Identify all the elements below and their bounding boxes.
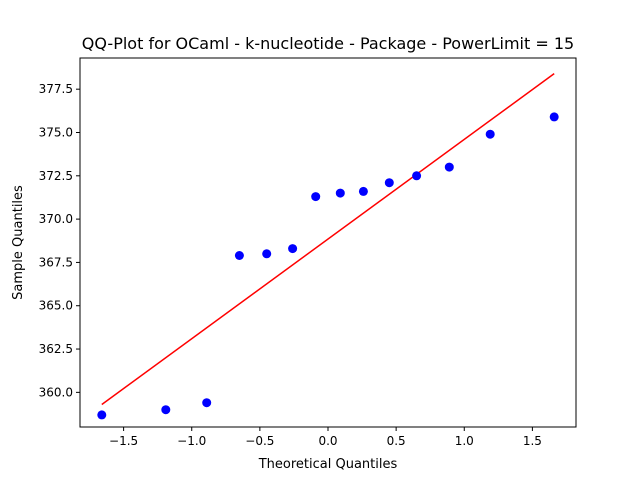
data-point: [384, 178, 394, 188]
y-tick-label: 375.0: [39, 125, 73, 139]
y-tick-label: 360.0: [39, 385, 73, 399]
x-tick-label: 0.0: [318, 434, 337, 448]
y-tick-label: 372.5: [39, 169, 73, 183]
y-axis-label: Sample Quantiles: [11, 185, 26, 300]
x-tick-label: 1.0: [455, 434, 474, 448]
fit-line: [101, 72, 555, 406]
data-point: [202, 398, 212, 408]
x-axis-label: Theoretical Quantiles: [258, 457, 398, 472]
x-axis: −1.5 −1.0 −0.5 0.0 0.5 1.0 1.5: [109, 427, 542, 448]
y-tick-label: 377.5: [39, 82, 73, 96]
data-point: [234, 251, 244, 260]
data-point: [161, 405, 171, 415]
plot-area: [97, 72, 559, 420]
chart-title: QQ-Plot for OCaml - k-nucleotide - Packa…: [82, 34, 574, 53]
y-tick-label: 370.0: [39, 212, 73, 226]
data-point: [262, 249, 272, 259]
y-axis: 360.0 362.5 365.0 367.5 370.0 372.5 375.0 377.5: [39, 82, 80, 399]
x-tick-label: −1.5: [109, 434, 138, 448]
x-tick-label: −1.0: [177, 434, 206, 448]
data-point: [311, 192, 321, 202]
y-tick-label: 367.5: [39, 255, 73, 269]
data-point: [288, 244, 298, 254]
data-point: [485, 129, 495, 139]
y-tick-label: 362.5: [39, 342, 73, 356]
data-point: [444, 162, 454, 172]
y-tick-label: 365.0: [39, 299, 73, 313]
data-point: [97, 410, 107, 420]
data-point: [412, 171, 422, 181]
data-point: [335, 188, 345, 198]
x-tick-label: −0.5: [245, 434, 274, 448]
data-point: [358, 186, 368, 196]
x-tick-label: 1.5: [523, 434, 542, 448]
x-tick-label: 0.5: [387, 434, 406, 448]
data-point: [549, 112, 559, 122]
